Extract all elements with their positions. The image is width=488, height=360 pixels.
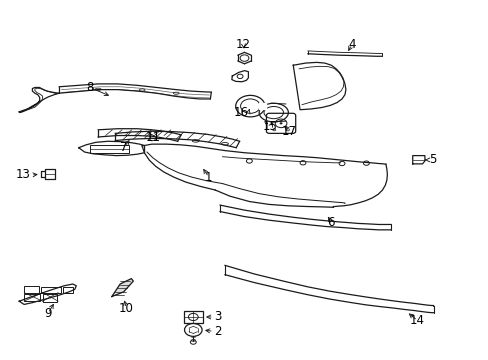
Text: 2: 2 (213, 325, 221, 338)
Text: 12: 12 (236, 38, 250, 51)
Text: 4: 4 (347, 38, 355, 51)
Text: 17: 17 (281, 125, 296, 138)
Polygon shape (112, 279, 133, 297)
Circle shape (279, 122, 282, 125)
Text: 15: 15 (263, 121, 277, 134)
Text: 1: 1 (205, 171, 212, 184)
Text: 6: 6 (327, 216, 334, 229)
Text: 13: 13 (16, 168, 31, 181)
Text: 11: 11 (145, 131, 160, 144)
Circle shape (264, 122, 267, 125)
Text: 7: 7 (120, 140, 127, 153)
Text: 16: 16 (233, 106, 248, 119)
Text: 9: 9 (44, 307, 52, 320)
Text: 8: 8 (86, 81, 93, 94)
Text: 3: 3 (213, 310, 221, 324)
Text: 10: 10 (119, 302, 134, 315)
Text: 14: 14 (409, 314, 424, 327)
Text: 5: 5 (428, 153, 435, 166)
